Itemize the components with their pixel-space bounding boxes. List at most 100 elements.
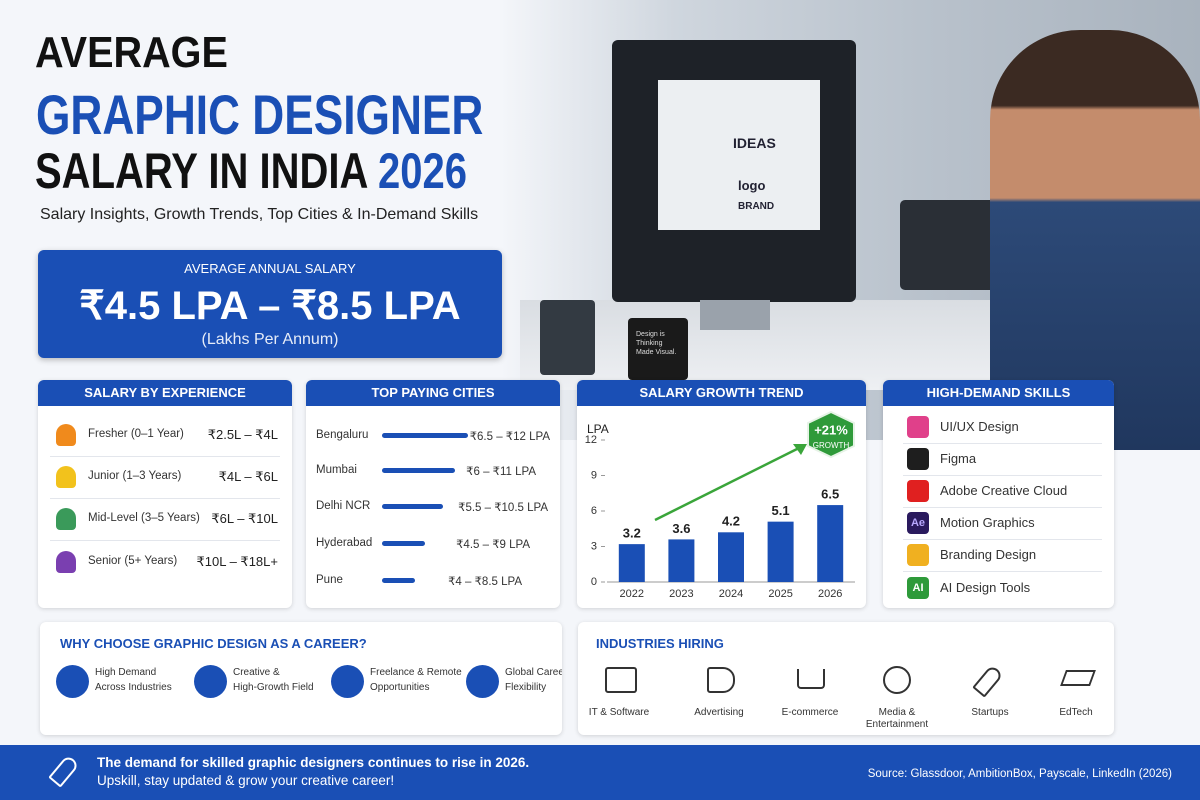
salary-label: AVERAGE ANNUAL SALARY (184, 261, 356, 276)
cities-card: TOP PAYING CITIES Bengaluru ₹6.5 – ₹12 L… (306, 380, 560, 608)
y-tick-label: 6 (591, 505, 597, 517)
level: Mid-Level (3–5 Years) (88, 512, 200, 524)
skill-icon (907, 480, 929, 502)
city-salary: ₹4.5 – ₹9 LPA (456, 539, 530, 551)
city: Mumbai (316, 464, 357, 476)
separator (903, 443, 1102, 444)
x-tick-label: 2022 (620, 588, 644, 600)
y-tick-label: 3 (591, 540, 597, 552)
arrow-head (793, 444, 807, 455)
person-icon (56, 424, 76, 446)
why-icon (331, 665, 364, 698)
section-title: INDUSTRIES HIRING (596, 636, 724, 651)
y-tick-label: 12 (585, 434, 597, 446)
y-axis-label: LPA (587, 422, 609, 436)
y-tick-label: 9 (591, 469, 597, 481)
card-title: HIGH-DEMAND SKILLS (883, 380, 1114, 406)
city: Hyderabad (316, 537, 373, 549)
city-bar (382, 433, 468, 438)
bar (618, 544, 645, 582)
chart: LPA +21% GROWTH 0 3 6 9 12 2022 3.2 2023 3.6 2024… (585, 410, 855, 600)
separator (903, 539, 1102, 540)
title-year: 2026 (378, 143, 467, 199)
industry-icon (1060, 670, 1096, 686)
why-text: Opportunities (370, 682, 430, 693)
subtitle: Salary Insights, Growth Trends, Top Citi… (40, 206, 479, 223)
why-text: Flexibility (505, 682, 547, 693)
why-icon (56, 665, 89, 698)
salary-note: (Lakhs Per Annum) (201, 331, 339, 348)
level: Junior (1–3 Years) (88, 470, 182, 482)
skill-icon: AI (907, 577, 929, 599)
city-bar (382, 578, 415, 583)
industry-icon (883, 666, 911, 694)
skill-icon (907, 544, 929, 566)
growth-badge (807, 410, 855, 459)
card-title: SALARY GROWTH TREND (577, 380, 866, 406)
why-text: Creative & (233, 667, 280, 678)
why-card: WHY CHOOSE GRAPHIC DESIGN AS A CAREER? H… (40, 622, 562, 735)
skill: Motion Graphics (940, 515, 1035, 530)
bar (718, 532, 744, 582)
section-title: WHY CHOOSE GRAPHIC DESIGN AS A CAREER? (60, 636, 367, 651)
skill: AI Design Tools (940, 580, 1031, 595)
industry-icon (797, 669, 825, 689)
skill: Adobe Creative Cloud (940, 483, 1068, 498)
city-salary: ₹6.5 – ₹12 LPA (469, 431, 550, 443)
city-bar (382, 468, 455, 473)
y-tick-label: 0 (591, 576, 597, 588)
bar (668, 539, 695, 582)
footer-band (0, 745, 1200, 800)
separator (50, 498, 280, 499)
city: Pune (316, 574, 343, 586)
level: Senior (5+ Years) (88, 555, 178, 567)
screen-text: BRAND (738, 201, 775, 212)
value-label: 3.6 (672, 521, 690, 536)
person-icon (56, 551, 76, 573)
mug-text: Design is Thinking Made Visual. (636, 331, 677, 356)
skill-icon (907, 416, 929, 438)
city: Delhi NCR (316, 500, 371, 512)
x-tick-label: 2025 (768, 588, 792, 600)
person-icon (56, 466, 76, 488)
level-salary: ₹10L – ₹18L+ (196, 554, 279, 569)
title-line: GRAPHIC DESIGNER (36, 83, 484, 146)
city-salary: ₹4 – ₹8.5 LPA (448, 576, 522, 588)
value-label: 4.2 (722, 514, 740, 529)
industries-card: INDUSTRIES HIRING IT & Software Advertis… (578, 622, 1114, 735)
x-tick-label: 2023 (669, 588, 693, 600)
why-text: Freelance & Remote (370, 667, 462, 678)
bar (817, 505, 844, 582)
experience-card: SALARY BY EXPERIENCE Fresher (0–1 Year) … (38, 380, 292, 608)
why-text: Global Career (505, 667, 562, 678)
card-title: TOP PAYING CITIES (306, 380, 560, 406)
separator (903, 507, 1102, 508)
pen-holder (540, 300, 595, 375)
chart-card: SALARY GROWTH TREND LPA +21% GROWTH 0 3 6 9… (577, 380, 866, 608)
skills-card: HIGH-DEMAND SKILLS UI/UX Design Figma Ad… (883, 380, 1114, 608)
level-salary: ₹6L – ₹10L (211, 511, 278, 526)
separator (50, 456, 280, 457)
separator (903, 571, 1102, 572)
screen-text: IDEAS (733, 135, 776, 151)
why-icon (466, 665, 499, 698)
industry: Media & Entertainment (865, 707, 929, 730)
salary-box (38, 250, 502, 358)
level: Fresher (0–1 Year) (88, 428, 184, 440)
separator (903, 475, 1102, 476)
industry-icon (707, 667, 735, 693)
industry: Advertising (694, 707, 744, 718)
value-label: 3.2 (623, 526, 641, 541)
skill: UI/UX Design (940, 419, 1019, 434)
why-text: Across Industries (95, 682, 172, 693)
skill-icon: Ae (907, 512, 929, 534)
skill: Figma (940, 451, 977, 466)
x-tick-label: 2024 (719, 588, 743, 600)
city-bar (382, 541, 425, 546)
x-tick-label: 2026 (818, 588, 842, 600)
why-text: High Demand (95, 667, 157, 678)
person-icon (56, 508, 76, 530)
salary-range: ₹4.5 LPA – ₹8.5 LPA (79, 284, 461, 328)
level-salary: ₹4L – ₹6L (218, 469, 278, 484)
